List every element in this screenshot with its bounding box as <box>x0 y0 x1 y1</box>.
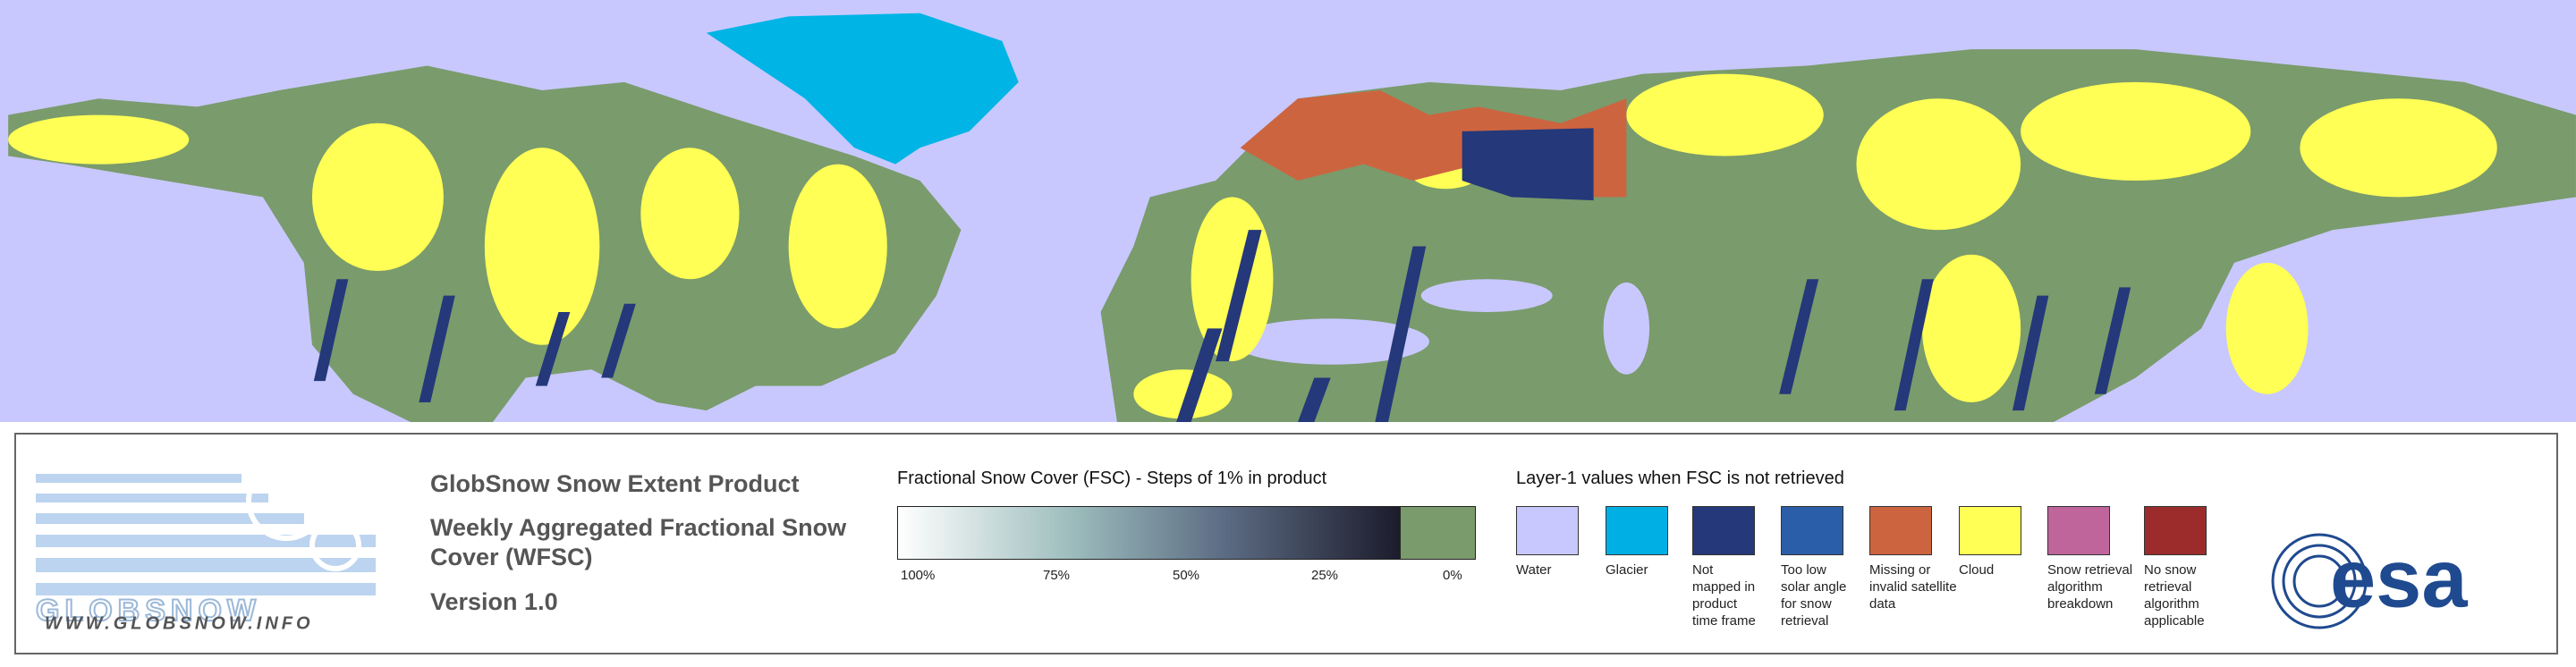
legend-label-line: Cloud <box>1959 562 1995 578</box>
legend-swatch <box>2047 506 2110 555</box>
legend-label: Missing or invalid satellite data <box>1869 561 1957 612</box>
legend-label-line: for snow <box>1781 596 1832 612</box>
legend-label-line: mapped in <box>1692 579 1756 595</box>
legend-label-line: retrieval <box>2144 579 2192 595</box>
legend-label-line: Not <box>1692 562 1714 578</box>
legend-swatch <box>1692 506 1755 555</box>
legend-swatch <box>1516 506 1579 555</box>
legend-label-line: No snow <box>2144 562 2197 578</box>
legend-swatch <box>1869 506 1932 555</box>
legend-label-line: applicable <box>2144 613 2205 629</box>
fsc-zero-swatch <box>1400 506 1476 560</box>
legend-label-line: Too low <box>1781 562 1826 578</box>
legend-label-line: Glacier <box>1606 562 1648 578</box>
legend-swatch <box>1781 506 1843 555</box>
legend-swatch <box>1959 506 2021 555</box>
fsc-tick-label: 75% <box>1043 568 1071 583</box>
fsc-tick-label: 50% <box>1173 568 1200 583</box>
legend-label-line: Water <box>1516 562 1552 578</box>
snow-map <box>0 0 2576 422</box>
fsc-tick-label: 25% <box>1311 568 1339 583</box>
globsnow-logo: GLOBSNOW WWW.GLOBSNOW.INFO <box>36 460 381 633</box>
legend-label-line: Snow retrieval <box>2047 562 2133 578</box>
legend-label-line: time frame <box>1692 613 1756 629</box>
logo-url: WWW.GLOBSNOW.INFO <box>45 613 314 633</box>
product-title: GlobSnow Snow Extent Product <box>430 470 800 497</box>
legend-label-line: algorithm <box>2144 596 2199 612</box>
legend-label-line: algorithm <box>2047 579 2103 595</box>
logo-name: GLOBSNOW <box>36 594 261 628</box>
legend-label: Too low solar angle for snow retrieval <box>1781 561 1846 629</box>
legend-label-line: data <box>1869 596 1896 612</box>
legend-label: Not mapped in product time frame <box>1692 561 1756 629</box>
product-version: Version 1.0 <box>430 588 558 615</box>
esa-name: esa <box>2330 533 2468 624</box>
product-subtitle: Weekly Aggregated Fractional Snow <box>430 514 847 541</box>
legend-swatch <box>2144 506 2207 555</box>
legend-label: Glacier <box>1606 561 1648 578</box>
legend-label-line: solar angle <box>1781 579 1847 595</box>
legend-label-line: breakdown <box>2047 596 2114 612</box>
legend-label-line: retrieval <box>1781 613 1829 629</box>
fsc-title: Fractional Snow Cover (FSC) - Steps of 1… <box>897 469 1327 488</box>
legend-label: Water <box>1516 561 1551 578</box>
fsc-gradient <box>897 506 1400 560</box>
esa-logo: esa <box>2271 533 2468 629</box>
legend-label-line: product <box>1692 596 1738 612</box>
product-subtitle: Cover (WFSC) <box>430 544 593 570</box>
fsc-tick-label: 0% <box>1443 568 1462 583</box>
legend-label: Cloud <box>1959 561 1994 578</box>
legend-label: Snow retrieval algorithm breakdown <box>2047 561 2132 612</box>
legend-label: No snow retrieval algorithm applicable <box>2144 561 2205 629</box>
legend-label-line: Missing or <box>1869 562 1931 578</box>
legend-label-line: invalid satellite <box>1869 579 1957 595</box>
fsc-tick-label: 100% <box>901 568 936 583</box>
legend-swatch <box>1606 506 1668 555</box>
layer1-title: Layer-1 values when FSC is not retrieved <box>1516 469 1844 488</box>
